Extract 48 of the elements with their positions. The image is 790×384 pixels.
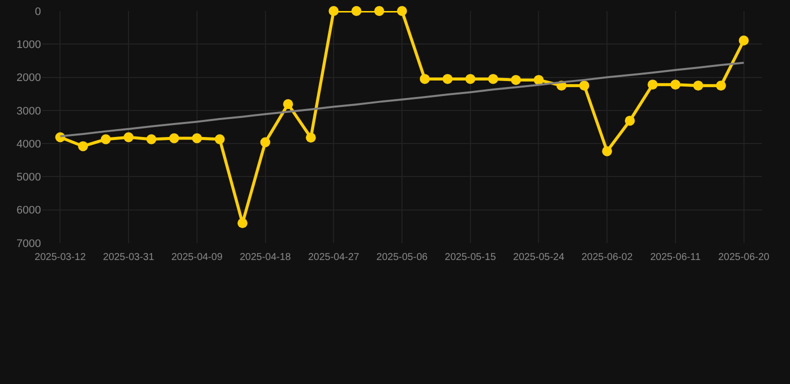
y-tick-label: 4000 bbox=[16, 138, 41, 150]
y-tick-label: 2000 bbox=[16, 72, 41, 84]
point bbox=[328, 6, 339, 16]
x-tick-label: 2025-06-20 bbox=[718, 252, 770, 263]
point bbox=[534, 74, 544, 85]
point bbox=[693, 80, 704, 91]
point bbox=[169, 133, 180, 144]
x-tick-label: 2025-03-12 bbox=[34, 252, 86, 263]
point bbox=[397, 6, 407, 16]
point bbox=[100, 134, 111, 144]
point bbox=[306, 132, 316, 143]
y-tick-label: 1000 bbox=[16, 38, 41, 51]
point bbox=[260, 137, 270, 148]
x-tick-label: 2025-05-06 bbox=[376, 252, 428, 263]
x-tick-label: 2025-05-15 bbox=[444, 252, 496, 263]
y-tick-label: 3000 bbox=[16, 105, 41, 118]
point bbox=[670, 80, 680, 90]
x-tick-label: 2025-03-31 bbox=[103, 252, 155, 263]
point bbox=[124, 132, 134, 142]
point bbox=[351, 6, 362, 16]
point bbox=[716, 80, 726, 91]
y-tick-label: 6000 bbox=[16, 204, 41, 217]
point bbox=[579, 80, 590, 91]
x-tick-label: 2025-05-24 bbox=[513, 252, 565, 263]
y-tick-label: 0 bbox=[34, 6, 41, 18]
point bbox=[624, 116, 635, 126]
point bbox=[465, 74, 476, 84]
point bbox=[192, 133, 202, 144]
point bbox=[442, 74, 453, 84]
point bbox=[420, 74, 430, 84]
x-tick-label: 2025-06-02 bbox=[581, 252, 634, 263]
point bbox=[374, 6, 384, 16]
point bbox=[238, 218, 248, 228]
x-tick-label: 2025-04-18 bbox=[240, 252, 292, 263]
x-tick-label: 2025-04-27 bbox=[308, 252, 360, 263]
point bbox=[488, 74, 498, 84]
point bbox=[214, 134, 225, 144]
point bbox=[648, 80, 658, 90]
point bbox=[78, 141, 88, 152]
y-tick-label: 7000 bbox=[16, 238, 41, 250]
point bbox=[602, 146, 612, 156]
x-tick-label: 2025-06-11 bbox=[650, 252, 702, 263]
y-tick-label: 5000 bbox=[16, 172, 41, 184]
point bbox=[738, 36, 749, 46]
point bbox=[283, 99, 294, 110]
point bbox=[146, 134, 156, 144]
point bbox=[510, 74, 521, 85]
x-tick-label: 2025-04-09 bbox=[171, 252, 223, 263]
